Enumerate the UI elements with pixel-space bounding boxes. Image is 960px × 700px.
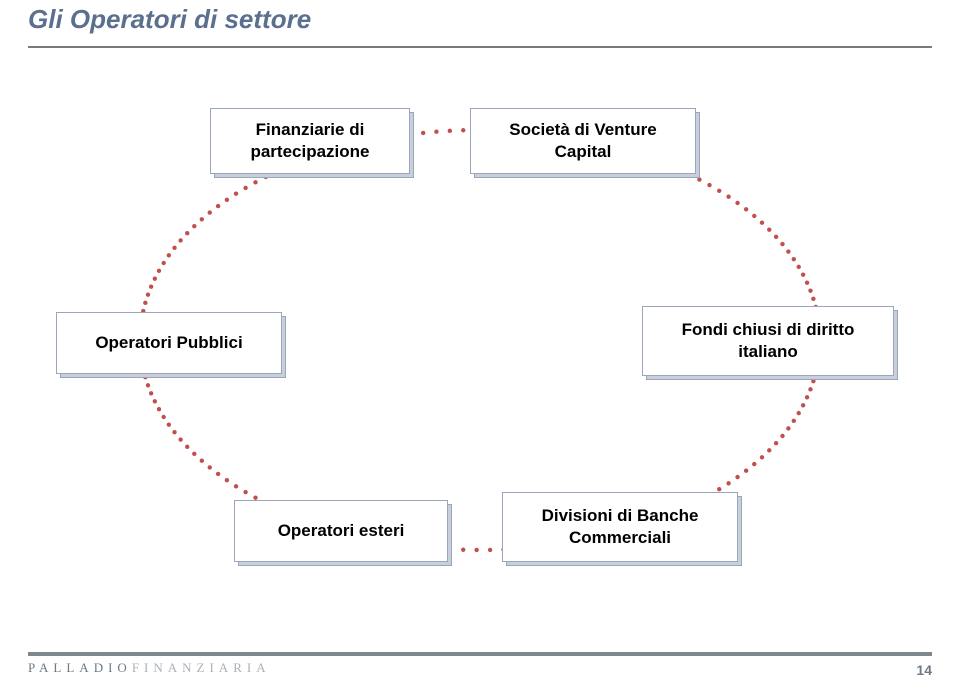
node-box: Fondi chiusi di dirittoitaliano — [642, 306, 894, 376]
footer-rule — [28, 652, 932, 656]
node-text-line: Fondi chiusi di diritto — [682, 319, 855, 341]
node-text-line: Operatori esteri — [278, 520, 405, 542]
node-fondi-chiusi: Fondi chiusi di dirittoitaliano — [642, 306, 894, 376]
node-text-line: partecipazione — [250, 141, 369, 163]
page-title: Gli Operatori di settore — [28, 4, 311, 35]
node-text-line: Commerciali — [569, 527, 671, 549]
diagram-area: Finanziarie dipartecipazione Società di … — [0, 60, 960, 620]
node-finanziarie: Finanziarie dipartecipazione — [210, 108, 410, 174]
node-operatori-esteri: Operatori esteri — [234, 500, 448, 562]
node-box: Divisioni di BancheCommerciali — [502, 492, 738, 562]
page-number: 14 — [916, 662, 932, 678]
logo-part-b: FINANZIARIA — [132, 660, 271, 675]
node-text-line: Operatori Pubblici — [95, 332, 242, 354]
node-operatori-pubblici: Operatori Pubblici — [56, 312, 282, 374]
node-box: Società di VentureCapital — [470, 108, 696, 174]
node-box: Operatori Pubblici — [56, 312, 282, 374]
node-box: Finanziarie dipartecipazione — [210, 108, 410, 174]
footer-logo: PALLADIOFINANZIARIA — [28, 660, 271, 676]
footer: PALLADIOFINANZIARIA 14 — [28, 652, 932, 682]
node-divisioni-banche: Divisioni di BancheCommerciali — [502, 492, 738, 562]
node-box: Operatori esteri — [234, 500, 448, 562]
node-text-line: Capital — [555, 141, 612, 163]
node-text-line: Divisioni di Banche — [542, 505, 699, 527]
title-rule — [28, 46, 932, 48]
node-text-line: Finanziarie di — [256, 119, 365, 141]
logo-part-a: PALLADIO — [28, 660, 132, 675]
node-societa-venture: Società di VentureCapital — [470, 108, 696, 174]
node-text-line: Società di Venture — [509, 119, 656, 141]
node-text-line: italiano — [738, 341, 798, 363]
